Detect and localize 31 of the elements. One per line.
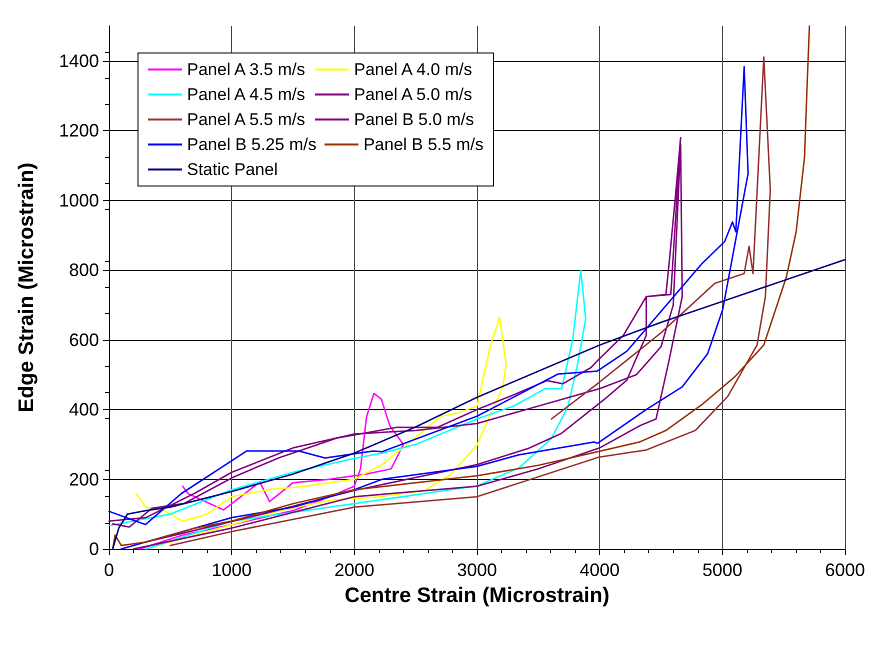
x-tick-label: 3000 xyxy=(456,560,498,580)
y-tick-label: 0 xyxy=(88,539,99,559)
legend-label: Static Panel xyxy=(187,160,278,179)
y-tick-label: 200 xyxy=(68,469,99,490)
line-series xyxy=(112,258,846,550)
x-tick-label: 1000 xyxy=(212,560,252,580)
legend-label: Panel B 5.5 m/s xyxy=(363,135,484,154)
legend-label: Panel A 5.5 m/s xyxy=(187,110,306,129)
legend-label: Panel A 4.0 m/s xyxy=(354,60,472,79)
y-tick-label: 800 xyxy=(68,260,99,280)
x-axis-title: Centre Strain (Microstrain) xyxy=(344,584,610,607)
y-tick-label: 1000 xyxy=(58,190,99,210)
legend-label: Panel B 5.25 m/s xyxy=(187,135,316,154)
legend-label: Panel A 5.0 m/s xyxy=(354,85,472,104)
x-tick-label: 0 xyxy=(104,560,114,580)
y-axis-title: Edge Strain (Microstrain) xyxy=(15,162,38,412)
x-tick-label: 2000 xyxy=(334,560,374,580)
x-tick-label: 4000 xyxy=(580,560,620,580)
x-tick-label: 5000 xyxy=(702,560,742,580)
legend-label: Panel B 5.0 m/s xyxy=(354,110,474,129)
y-tick-label: 1400 xyxy=(58,50,99,71)
y-tick-label: 400 xyxy=(68,400,99,420)
line-series xyxy=(138,392,404,550)
y-tick-label: 1200 xyxy=(58,120,99,141)
line-series xyxy=(135,316,507,550)
legend-label: Panel A 3.5 m/s xyxy=(187,60,306,79)
x-tick-label: 6000 xyxy=(824,560,866,580)
legend-label: Panel A 4.5 m/s xyxy=(187,85,306,104)
line-series xyxy=(108,270,586,550)
y-tick-label: 600 xyxy=(68,330,99,350)
line-series xyxy=(112,25,810,550)
